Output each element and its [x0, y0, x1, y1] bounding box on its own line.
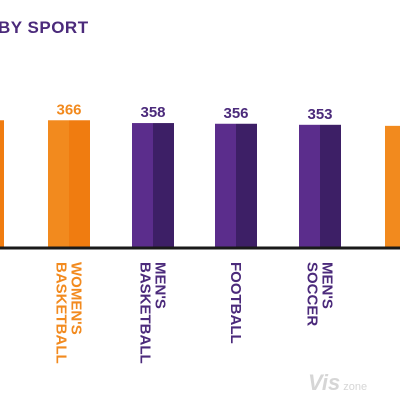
- bar-right-face: [153, 123, 174, 248]
- category-label: SOCCER: [304, 262, 321, 326]
- page-title: BY SPORT: [0, 18, 89, 37]
- category-label: BASKETBALL: [137, 262, 154, 364]
- category-label: WOMEN'S: [68, 262, 85, 335]
- bar-right-face: [0, 120, 4, 248]
- bar-left-face: [48, 120, 69, 248]
- bar-4: [215, 123, 257, 248]
- bar-left-face: [385, 125, 400, 248]
- bar-right-face: [69, 120, 90, 248]
- bar-6: [385, 125, 400, 248]
- watermark-sub: zone: [343, 381, 368, 393]
- watermark-logo: Vis zone: [308, 370, 367, 396]
- category-label: BASKETBALL: [53, 262, 70, 364]
- bar-5: [299, 124, 341, 248]
- category-label: MEN'S: [152, 262, 169, 309]
- value-label: 358: [140, 104, 165, 121]
- value-label: 353: [307, 106, 332, 123]
- value-label: 366: [56, 101, 81, 118]
- bar-1: [0, 120, 4, 248]
- category-label: FOOTBALL: [227, 262, 244, 344]
- bar-right-face: [236, 123, 257, 248]
- bar-3: [132, 123, 174, 248]
- bar-left-face: [299, 124, 320, 248]
- category-label: TRACK: [397, 262, 400, 315]
- bar-right-face: [320, 124, 341, 248]
- watermark-main: Vis: [308, 370, 341, 395]
- category-label: MEN'S: [319, 262, 336, 309]
- bar-left-face: [215, 123, 236, 248]
- bar-left-face: [132, 123, 153, 248]
- bar-2: [48, 120, 90, 248]
- value-label: 356: [223, 105, 248, 122]
